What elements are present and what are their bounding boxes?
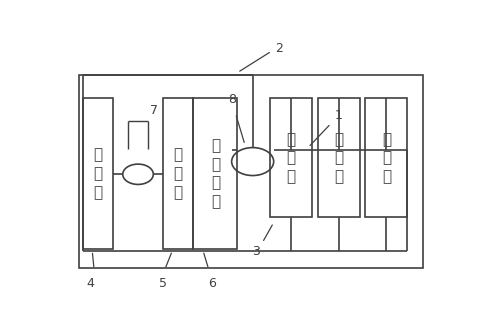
Text: 精
滤
箱: 精 滤 箱 bbox=[174, 148, 183, 200]
Text: 3: 3 bbox=[252, 246, 260, 258]
Bar bbox=[79, 75, 423, 268]
Text: 火
花
机: 火 花 机 bbox=[382, 132, 391, 184]
Text: 火
花
机: 火 花 机 bbox=[286, 132, 295, 184]
Bar bbox=[270, 98, 312, 217]
Text: 1: 1 bbox=[335, 109, 343, 122]
Text: 6: 6 bbox=[209, 277, 216, 290]
Text: 4: 4 bbox=[86, 277, 94, 290]
Bar bbox=[317, 98, 360, 217]
Text: 火
花
机: 火 花 机 bbox=[334, 132, 343, 184]
Bar bbox=[365, 98, 407, 217]
Text: 5: 5 bbox=[159, 277, 167, 290]
Text: 8: 8 bbox=[228, 93, 236, 106]
Text: 初
滤
箱: 初 滤 箱 bbox=[93, 148, 103, 200]
Text: 7: 7 bbox=[149, 104, 157, 117]
Text: 集
中
油
箱: 集 中 油 箱 bbox=[211, 138, 220, 209]
Bar bbox=[163, 98, 193, 249]
Bar bbox=[193, 98, 238, 249]
Bar bbox=[83, 98, 113, 249]
Text: 2: 2 bbox=[276, 42, 283, 55]
